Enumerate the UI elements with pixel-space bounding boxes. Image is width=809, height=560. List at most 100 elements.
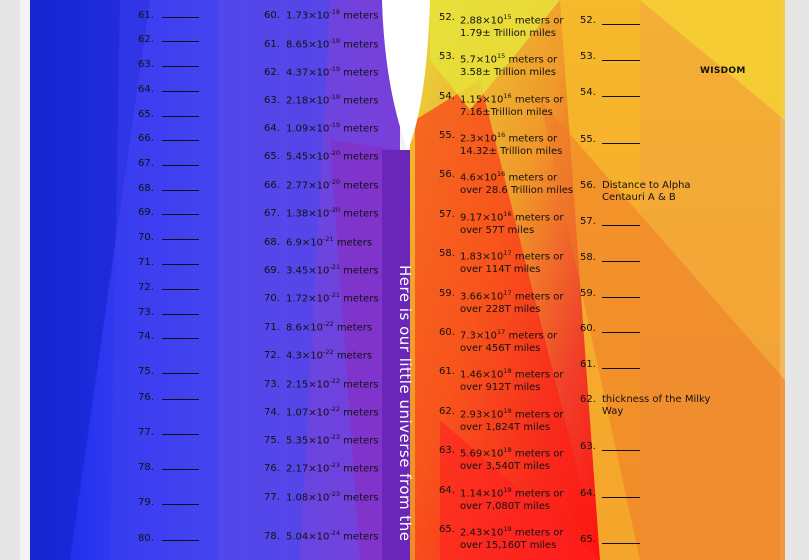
answer-blank[interactable]	[602, 288, 640, 298]
distance-row: 56. 4.6×1016 meters or over 28.6 Trillion …	[439, 168, 573, 197]
answer-blank[interactable]	[602, 323, 640, 333]
answer-blank[interactable]	[162, 131, 199, 141]
answer-blank[interactable]	[602, 134, 640, 144]
blank-row-left: 66.	[138, 131, 199, 144]
answer-blank[interactable]	[602, 51, 640, 61]
unit: meters	[340, 151, 379, 163]
blank-row-left: 62.	[138, 32, 199, 45]
answer-blank[interactable]	[162, 255, 199, 265]
distance-line-2: over 7,080T miles	[460, 501, 551, 513]
distance-line-2: 1.79± Trillion miles	[460, 28, 556, 40]
exponent: 16	[503, 210, 512, 218]
row-number: 52.	[439, 12, 455, 23]
blank-row-left: 76.	[138, 390, 199, 403]
distance-line-2: over 1,824T miles	[460, 422, 551, 434]
mantissa: 5.7×10	[460, 54, 498, 66]
mantissa: 2.3×10	[460, 133, 498, 145]
row-number: 64.	[138, 84, 154, 95]
distance-text: 2.43×1019 meters or over 15,160T miles	[460, 523, 564, 552]
answer-blank[interactable]	[602, 15, 640, 25]
unit: meters or	[511, 369, 564, 381]
answer-blank[interactable]	[602, 441, 640, 451]
row-number: 75.	[138, 366, 154, 377]
distance-row: 65. 2.43×1019 meters or over 15,160T miles	[439, 523, 564, 552]
wisdom-heading: WISDOM	[700, 66, 746, 76]
distance-row: 59. 3.66×1017 meters or over 228T miles	[439, 287, 564, 316]
answer-blank[interactable]	[602, 252, 640, 262]
answer-blank[interactable]	[602, 488, 640, 498]
row-number: 58.	[439, 248, 455, 259]
unit: meters or	[505, 133, 558, 145]
mantissa: 7.3×10	[460, 330, 498, 342]
answer-row-right: 52.	[580, 15, 640, 29]
distance-text: 7.3×1017 meters or over 456T miles	[460, 326, 557, 355]
row-number: 71.	[264, 322, 280, 334]
meters-row: 70. 1.72×10-21 meters	[264, 291, 378, 304]
exponent: -22	[329, 377, 340, 385]
answer-blank[interactable]	[162, 531, 199, 541]
answer-blank[interactable]	[162, 181, 199, 191]
mantissa: 9.17×10	[460, 212, 504, 224]
answer-blank[interactable]	[162, 230, 199, 240]
blank-row-left: 67.	[138, 156, 199, 169]
row-number: 56.	[580, 180, 596, 191]
row-number: 69.	[138, 207, 154, 218]
row-number: 53.	[439, 51, 455, 62]
answer-blank[interactable]	[162, 57, 199, 67]
meters-row: 65. 5.45×10-20 meters	[264, 149, 378, 162]
answer-blank[interactable]	[162, 305, 199, 315]
answer-blank[interactable]	[602, 216, 640, 226]
answer-row-right: 59.	[580, 288, 640, 302]
row-number: 62.	[580, 394, 596, 405]
exponent: 16	[497, 131, 506, 139]
row-number: 79.	[138, 497, 154, 508]
answer-blank[interactable]	[162, 329, 199, 339]
row-number: 57.	[580, 216, 596, 227]
answer-blank[interactable]	[162, 156, 199, 166]
mantissa: 1.08×10	[286, 492, 330, 504]
row-number: 75.	[264, 435, 280, 447]
row-number: 60.	[439, 327, 455, 338]
answer-blank[interactable]	[162, 495, 199, 505]
distance-line-1: 2.93×1018 meters or	[460, 405, 564, 421]
answer-blank[interactable]	[162, 82, 199, 92]
answer-blank[interactable]	[162, 280, 199, 290]
mantissa: 3.66×10	[460, 291, 504, 303]
row-number: 59.	[439, 288, 455, 299]
answer-row-right: 65.	[580, 534, 640, 548]
answer-blank[interactable]	[162, 390, 199, 400]
unit: meters	[340, 208, 379, 220]
answer-blank[interactable]	[602, 359, 640, 369]
answer-blank[interactable]	[162, 425, 199, 435]
answer-blank[interactable]	[162, 205, 199, 215]
exponent: -19	[329, 65, 340, 73]
unit: meters or	[511, 251, 564, 263]
answer-blank[interactable]	[602, 534, 640, 544]
exponent: 17	[497, 328, 506, 336]
row-number: 61.	[264, 39, 280, 51]
unit: meters or	[511, 94, 564, 106]
unit: meters	[333, 237, 373, 249]
unit: meters or	[511, 448, 564, 460]
distance-line-1: 5.7×1015 meters or	[460, 50, 557, 66]
answer-blank[interactable]	[162, 460, 199, 470]
unit: meters or	[511, 409, 564, 421]
exponent: -23	[329, 461, 340, 469]
answer-blank[interactable]	[162, 32, 199, 42]
row-number: 80.	[138, 533, 154, 544]
row-number: 72.	[138, 282, 154, 293]
distance-line-1: 3.66×1017 meters or	[460, 287, 564, 303]
answer-blank[interactable]	[162, 107, 199, 117]
answer-blank[interactable]	[162, 364, 199, 374]
row-number: 61.	[138, 10, 154, 21]
distance-text: 2.93×1018 meters or over 1,824T miles	[460, 405, 564, 434]
answer-blank[interactable]	[162, 8, 199, 18]
blank-row-left: 63.	[138, 57, 199, 70]
mantissa: 3.45×10	[286, 265, 330, 277]
meters-row: 74. 1.07×10-22 meters	[264, 405, 378, 418]
answer-blank[interactable]	[602, 87, 640, 97]
exponent: -21	[323, 235, 334, 243]
distance-line-2: over 3,540T miles	[460, 461, 551, 473]
mantissa: 1.09×10	[286, 123, 330, 135]
exponent: 19	[503, 525, 512, 533]
